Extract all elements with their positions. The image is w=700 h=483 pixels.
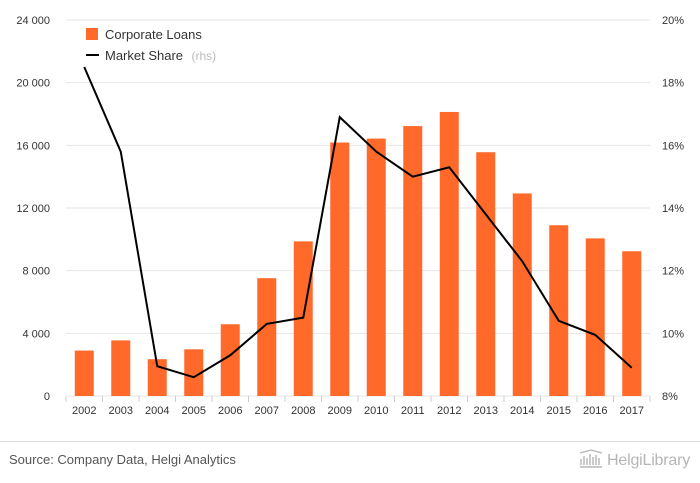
right-tick-label-5: 18% <box>662 78 684 90</box>
bar-2003 <box>111 340 131 396</box>
right-tick-label-0: 8% <box>662 391 678 403</box>
legend-market-share-suffix: (rhs) <box>192 49 217 63</box>
x-tick-label-2007: 2007 <box>255 405 279 417</box>
x-tick-label-2013: 2013 <box>474 405 498 417</box>
bar-2017 <box>622 251 642 396</box>
bar-2002 <box>74 350 94 396</box>
x-tick-label-2004: 2004 <box>145 405 169 417</box>
bar-2010 <box>366 138 386 396</box>
bar-2006 <box>220 324 240 396</box>
left-tick-label-6: 24 000 <box>16 15 50 27</box>
left-tick-label-4: 16 000 <box>16 140 50 152</box>
x-axis: 2002 2003 2004 2005 2006 2007 2008 2009 2010 2011… <box>72 405 644 417</box>
brand-name: HelgiLibrary <box>607 452 690 469</box>
right-tick-label-2: 12% <box>662 266 684 278</box>
bar-2015 <box>549 225 569 396</box>
left-tick-label-5: 20 000 <box>16 78 50 90</box>
brand-logo[interactable]: HelgiLibrary <box>579 448 690 474</box>
x-tick-label-2015: 2015 <box>547 405 571 417</box>
right-tick-label-6: 20% <box>662 15 684 27</box>
left-tick-label-1: 4 000 <box>22 328 50 340</box>
bar-2014 <box>512 193 532 396</box>
x-tick-label-2011: 2011 <box>401 405 425 417</box>
gridlines <box>65 19 651 402</box>
x-tick-label-2010: 2010 <box>364 405 388 417</box>
combo-chart: 0 4 000 8 000 12 000 16 000 20 000 24 000 8% 10… <box>16 15 684 417</box>
legend-market-share-name: Market Share <box>105 48 183 63</box>
legend-label-market-share: Market Share (rhs) <box>105 47 216 64</box>
x-tick-label-2008: 2008 <box>291 405 315 417</box>
library-building-icon <box>579 448 603 474</box>
bar-2011 <box>403 126 423 397</box>
x-tick-label-2005: 2005 <box>182 405 206 417</box>
bar-2005 <box>184 349 204 396</box>
market-share-line <box>83 66 633 379</box>
right-tick-label-1: 10% <box>662 328 684 340</box>
bar-2009 <box>330 142 350 396</box>
x-tick-label-2003: 2003 <box>109 405 133 417</box>
x-tick-label-2009: 2009 <box>328 405 352 417</box>
x-tick-label-2006: 2006 <box>218 405 242 417</box>
legend: Corporate Loans Market Share (rhs) <box>86 27 216 64</box>
x-tick-label-2012: 2012 <box>437 405 461 417</box>
left-y-axis: 0 4 000 8 000 12 000 16 000 20 000 24 000 <box>16 15 50 403</box>
bar-2013 <box>476 152 496 396</box>
left-tick-label-2: 8 000 <box>22 266 50 278</box>
x-tick-label-2002: 2002 <box>72 405 96 417</box>
x-tick-label-2014: 2014 <box>510 405 534 417</box>
legend-swatch-corporate-loans <box>86 28 98 40</box>
left-tick-label-3: 12 000 <box>16 203 50 215</box>
bar-2016 <box>585 238 605 396</box>
right-tick-label-3: 14% <box>662 203 684 215</box>
x-tick-label-2016: 2016 <box>583 405 607 417</box>
left-tick-label-0: 0 <box>44 391 50 403</box>
bar-2007 <box>257 278 277 396</box>
source-note: Source: Company Data, Helgi Analytics <box>9 452 236 467</box>
bar-2012 <box>439 111 459 397</box>
right-tick-label-4: 16% <box>662 140 684 152</box>
legend-label-corporate-loans: Corporate Loans <box>105 27 202 42</box>
bar-series-corporate-loans <box>74 111 642 397</box>
right-y-axis: 8% 10% 12% 14% 16% 18% 20% <box>662 15 684 403</box>
footer: Source: Company Data, Helgi Analytics He… <box>0 441 700 483</box>
line-series-market-share <box>83 66 633 379</box>
bar-2008 <box>293 241 313 396</box>
x-tick-label-2017: 2017 <box>620 405 644 417</box>
